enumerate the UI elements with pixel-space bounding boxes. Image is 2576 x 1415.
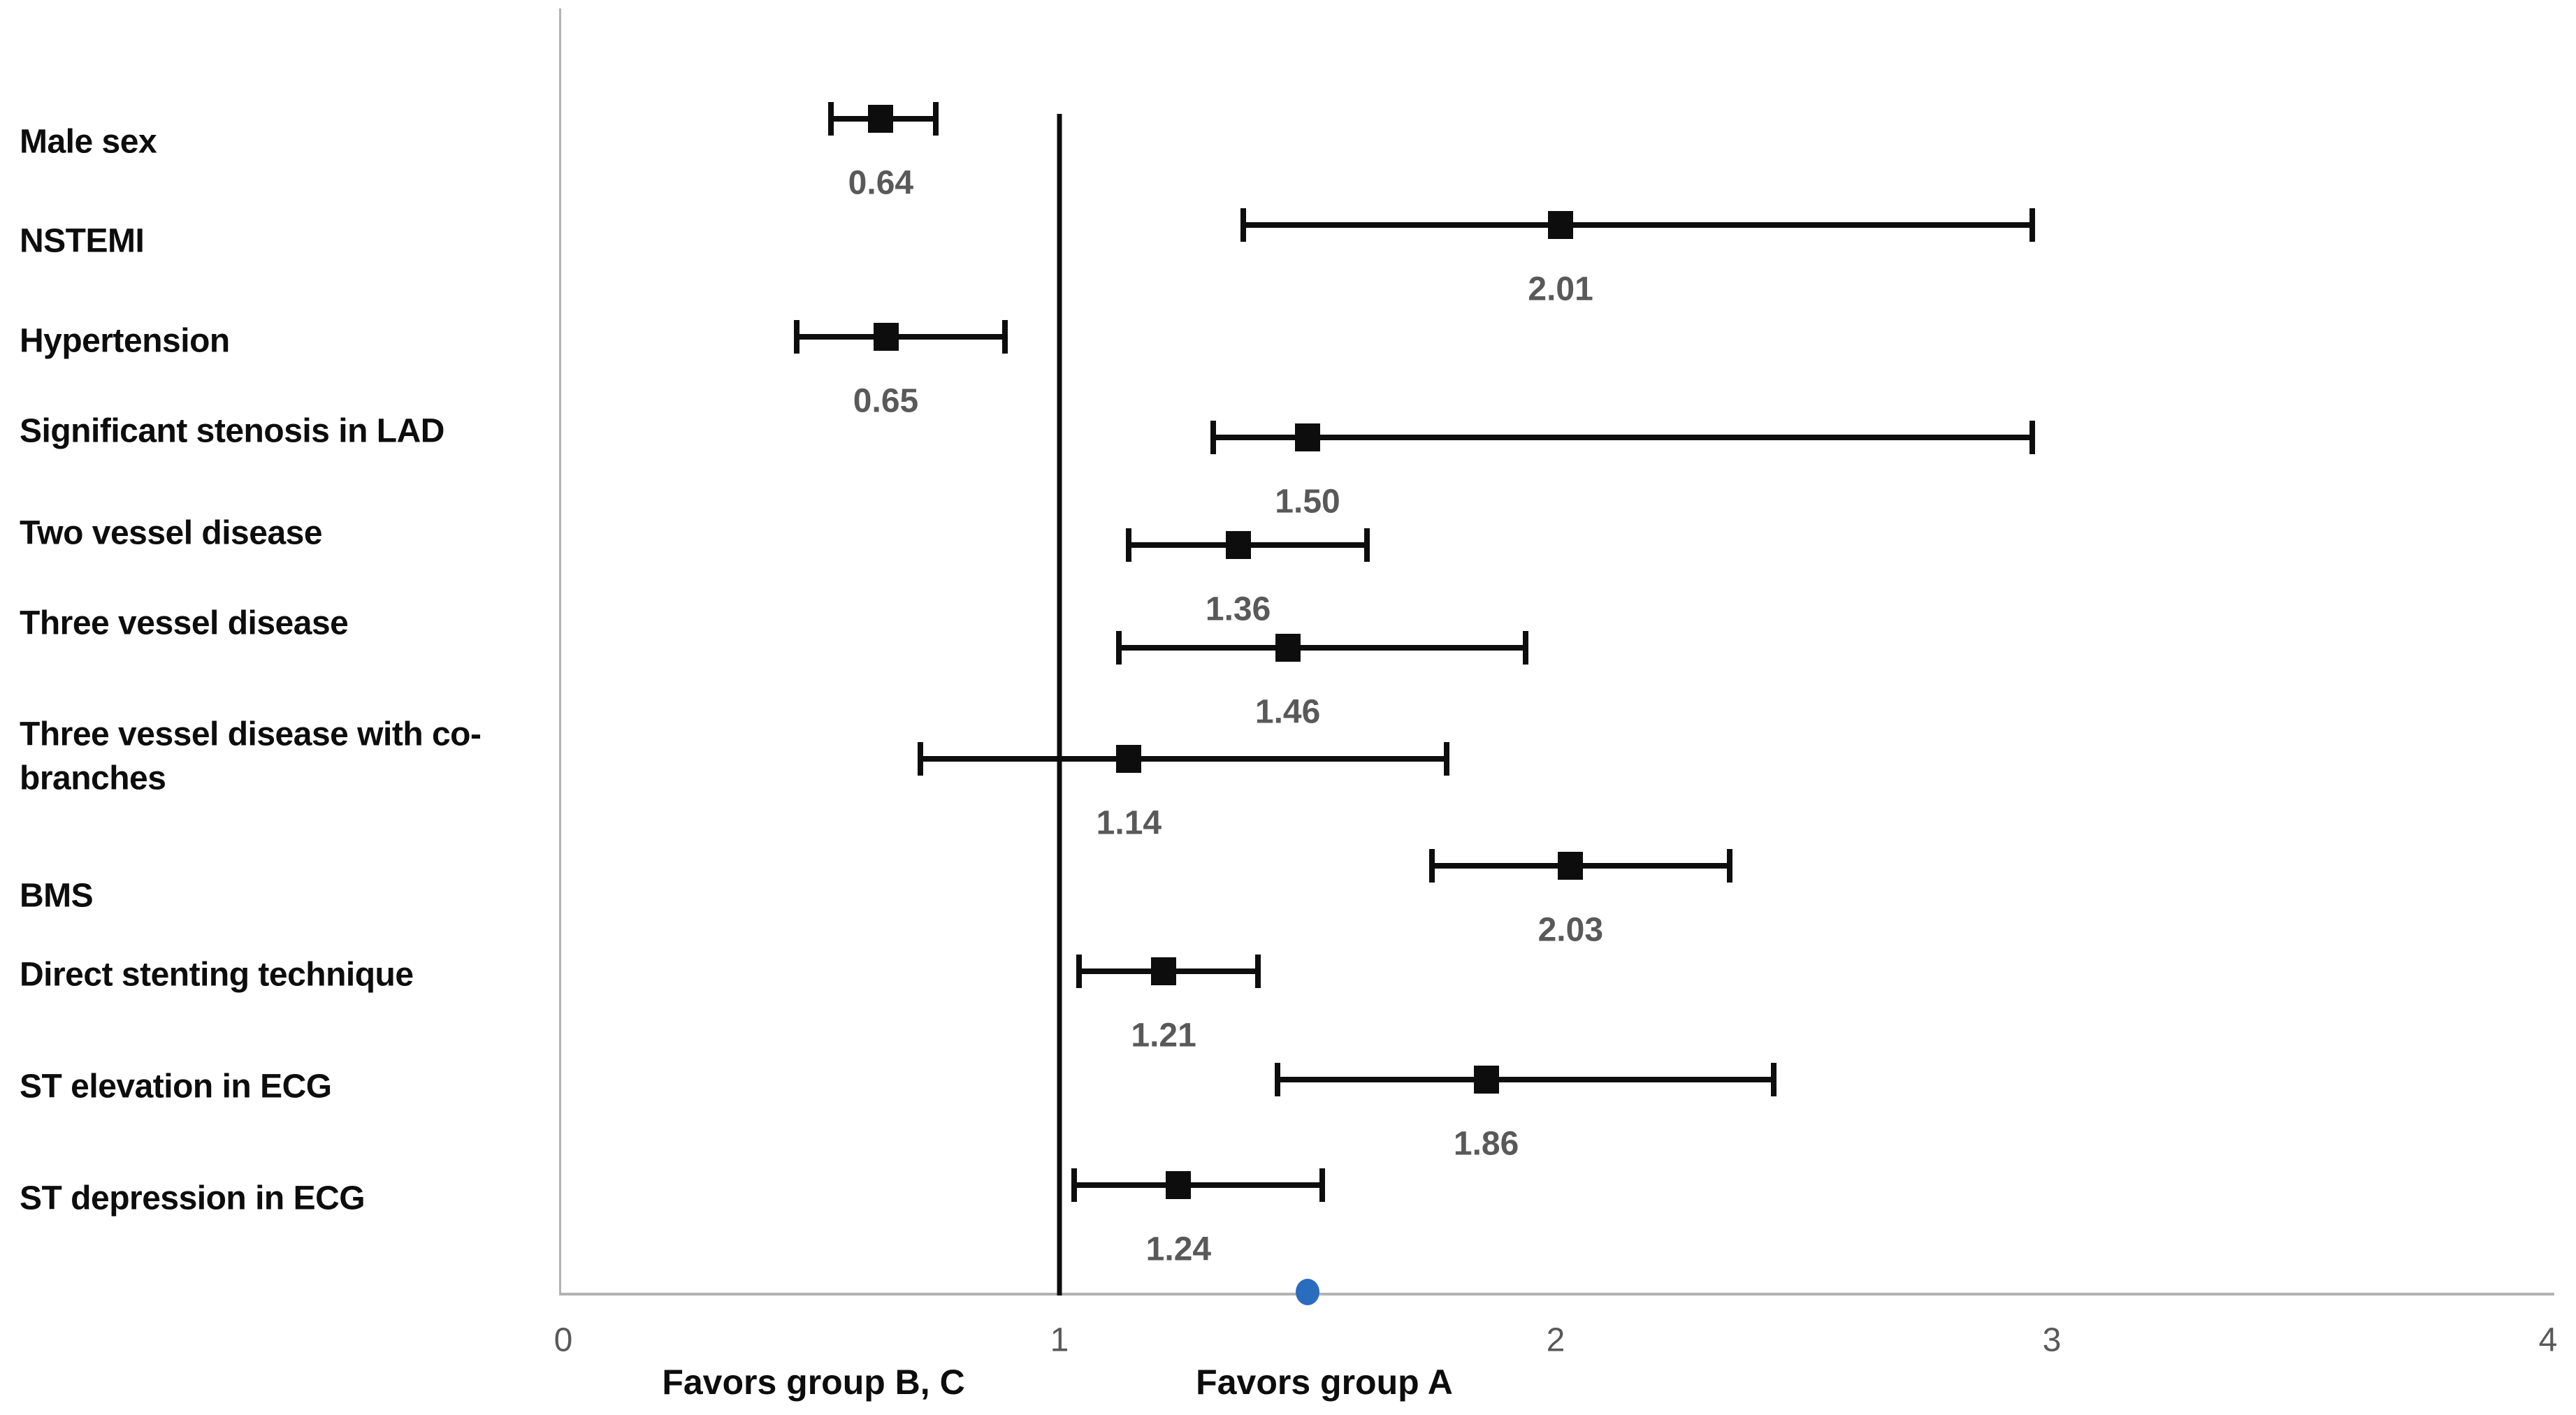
point-marker [1225, 531, 1251, 559]
value-label: 1.46 [1254, 693, 1321, 731]
ci-cap-left [1071, 1168, 1078, 1202]
x-tick-label: 1 [1050, 1321, 1069, 1359]
x-tick-label: 3 [2042, 1321, 2062, 1359]
ci-cap-left [1275, 1063, 1281, 1096]
row-label: NSTEMI [20, 222, 145, 260]
ci-cap-right [1523, 631, 1529, 665]
ci-cap-right [1001, 320, 1008, 354]
ci-cap-right [1443, 742, 1449, 776]
ci-cap-right [2029, 421, 2035, 454]
row-label: Three vessel disease [20, 604, 349, 642]
ci-cap-left [1116, 631, 1122, 665]
y-axis-line [559, 8, 561, 1296]
ci-cap-left [1240, 208, 1246, 242]
ci-cap-left [1428, 849, 1435, 883]
ci-cap-right [1255, 955, 1261, 988]
reference-line [1057, 114, 1062, 1296]
point-marker [1275, 634, 1301, 662]
favors-right-label: Favors group A [1196, 1363, 1453, 1402]
value-label: 0.65 [853, 382, 919, 420]
ci-cap-left [828, 102, 834, 136]
value-label: 1.86 [1453, 1125, 1519, 1163]
ci-cap-left [918, 742, 924, 776]
point-marker [1151, 957, 1177, 985]
value-label: 1.14 [1096, 804, 1162, 842]
row-label: ST depression in ECG [20, 1180, 366, 1217]
x-tick-label: 2 [1546, 1321, 1565, 1359]
ci-line [1119, 645, 1526, 651]
point-marker [1166, 1171, 1192, 1199]
value-label: 2.01 [1528, 270, 1593, 308]
point-marker [1558, 852, 1584, 880]
value-label: 1.21 [1131, 1017, 1196, 1054]
ci-line [1213, 435, 2032, 440]
row-label: BMS [20, 877, 94, 915]
row-label: ST elevation in ECG [20, 1068, 332, 1105]
ci-cap-right [1364, 528, 1370, 562]
row-label: Male sex [20, 123, 157, 161]
favors-left-label: Favors group B, C [662, 1363, 965, 1402]
point-marker [1116, 745, 1142, 773]
value-label: 1.24 [1145, 1231, 1212, 1268]
value-label: 0.64 [848, 164, 914, 202]
ci-cap-right [1319, 1168, 1326, 1202]
row-label: Significant stenosis in LAD [20, 412, 444, 450]
ci-cap-left [1210, 421, 1217, 454]
ci-cap-right [1726, 849, 1732, 883]
point-marker [1295, 423, 1320, 451]
row-label: Two vessel disease [20, 514, 323, 552]
ci-line [796, 334, 1005, 340]
x-tick-label: 4 [2538, 1321, 2558, 1359]
ci-cap-left [793, 320, 799, 354]
point-marker [1473, 1066, 1499, 1094]
point-marker [1548, 211, 1574, 239]
row-label: Hypertension [20, 322, 230, 360]
ci-line [920, 756, 1447, 762]
ci-cap-right [932, 102, 939, 136]
value-label: 2.03 [1537, 911, 1604, 949]
ci-cap-left [1126, 528, 1132, 562]
row-label: Direct stenting technique [20, 956, 414, 994]
ci-cap-left [1076, 955, 1083, 988]
ci-cap-right [2029, 208, 2035, 242]
point-marker [873, 323, 899, 351]
ci-line [1278, 1077, 1774, 1082]
value-label: 1.36 [1205, 590, 1271, 628]
mean-dot [1296, 1279, 1319, 1305]
row-label: Three vessel disease with co-branches [20, 716, 482, 797]
x-axis-line [559, 1293, 2554, 1296]
x-tick-label: 0 [553, 1321, 573, 1359]
point-marker [868, 105, 894, 133]
ci-line [1074, 1182, 1323, 1188]
value-label: 1.50 [1275, 483, 1340, 521]
ci-cap-right [1771, 1063, 1777, 1096]
ci-line [1243, 222, 2032, 228]
